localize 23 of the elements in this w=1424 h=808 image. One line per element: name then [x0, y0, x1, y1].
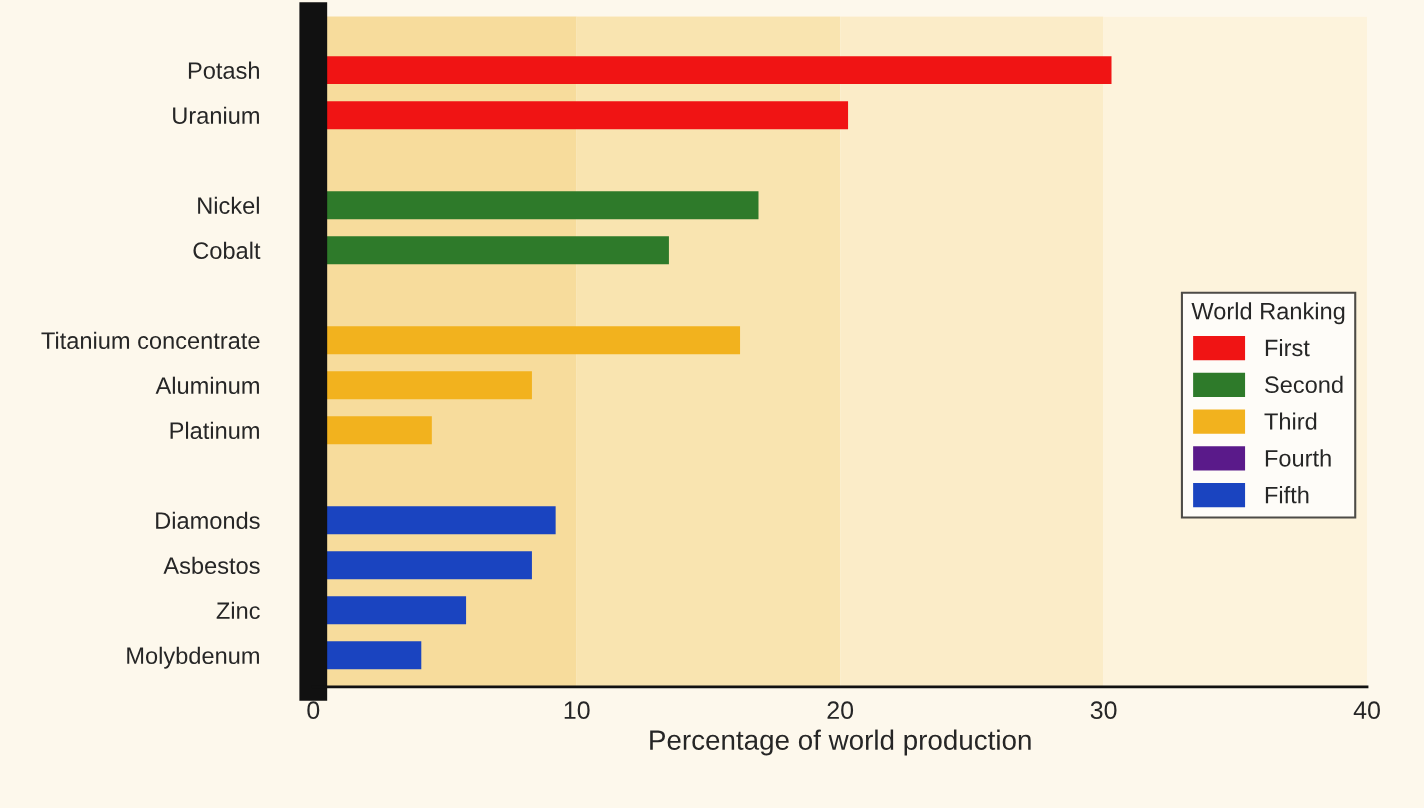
legend-title: World Ranking [1191, 302, 1345, 325]
legend-label: Fifth [1265, 486, 1309, 504]
y-tick-label: Aluminum [155, 376, 259, 395]
x-tick-label: 30 [1090, 701, 1117, 720]
x-tick-label: 40 [1353, 701, 1380, 720]
x-axis-title: Percentage of world production [650, 729, 1031, 756]
y-tick-label: Zinc [216, 601, 260, 620]
legend-label: Second [1265, 375, 1343, 394]
y-tick-label: Molybdenum [127, 646, 259, 669]
x-tick-label: 10 [564, 701, 590, 720]
y-tick-label: Platinum [170, 421, 259, 440]
x-tick-label: 0 [307, 701, 320, 720]
y-tick-label: Diamonds [156, 511, 260, 530]
y-tick-label: Nickel [198, 196, 259, 214]
y-tick-label: Uranium [173, 106, 259, 124]
legend-label: Third [1264, 412, 1317, 430]
y-tick-label: Cobalt [193, 241, 261, 259]
y-tick-label: Asbestos [163, 556, 260, 575]
y-tick-label: Potash [188, 61, 259, 79]
x-tick-label: 20 [827, 701, 854, 720]
y-tick-label: Titanium concentrate [41, 331, 260, 350]
legend-label: First [1265, 338, 1310, 357]
legend-label: Fourth [1265, 449, 1331, 467]
